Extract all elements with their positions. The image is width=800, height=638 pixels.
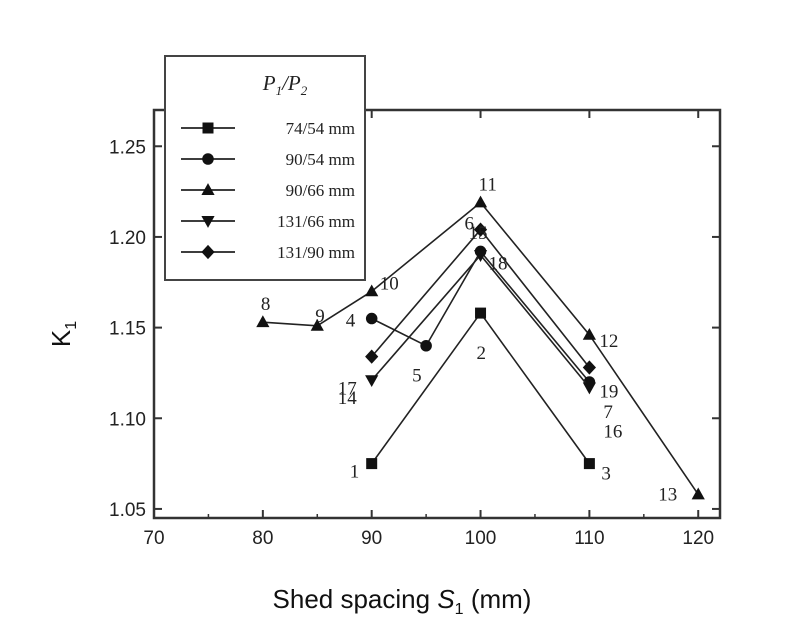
x-tick-label: 80 (252, 528, 273, 549)
series-line (371, 253, 591, 388)
x-axis-title: Shed spacing S1 (mm) (273, 584, 532, 618)
point-label: 12 (599, 331, 618, 352)
legend: P1/P2 74/54 mm 90/54 mm 90/66 mm 131/66 mm 1… (164, 55, 366, 281)
y-tick-label: 1.25 (109, 137, 146, 158)
legend-entry: 131/66 mm (181, 212, 355, 231)
legend-entries: 74/54 mm 90/54 mm 90/66 mm 131/66 mm 131/90 … (181, 119, 355, 262)
point-label: 18 (489, 254, 508, 275)
plot-frame (152, 108, 722, 520)
legend-label: 74/54 mm (286, 119, 355, 138)
y-axis-title: K1 (46, 321, 80, 347)
data-point (365, 284, 379, 297)
y-tick-label: 1.10 (109, 409, 146, 430)
legend-marker (202, 122, 214, 134)
legend-entry: 90/54 mm (181, 150, 355, 169)
point-label: 11 (479, 174, 497, 195)
data-point (310, 318, 324, 331)
y-tick-label: 1.20 (109, 228, 146, 249)
series-1 (366, 307, 595, 470)
legend-label: 90/54 mm (286, 150, 355, 169)
legend-entry: 131/90 mm (181, 243, 355, 262)
point-label: 13 (658, 484, 677, 505)
data-point (582, 360, 596, 375)
series-4 (365, 250, 596, 395)
data-point (475, 307, 487, 319)
data-point (365, 312, 378, 325)
point-label: 19 (599, 381, 618, 402)
point-label: 15 (469, 223, 488, 244)
legend-label: 90/66 mm (286, 181, 355, 200)
point-label: 1 (350, 462, 360, 483)
legend-marker (202, 153, 214, 165)
legend-entry: 74/54 mm (181, 119, 355, 138)
point-label: 14 (338, 388, 358, 409)
point-label: 6 (465, 213, 475, 234)
data-point (365, 349, 379, 364)
legend-marker (201, 183, 215, 195)
point-label: 9 (315, 306, 325, 327)
data-point (691, 487, 705, 500)
point-label: 4 (346, 311, 356, 332)
data-point (366, 458, 378, 470)
data-point (473, 250, 488, 262)
series-layer (256, 195, 705, 500)
series-2 (365, 245, 596, 388)
point-label: 17 (338, 379, 357, 400)
data-point (583, 458, 595, 470)
data-point (365, 375, 379, 388)
legend-label: 131/66 mm (277, 212, 355, 231)
legend-label: 131/90 mm (277, 243, 355, 262)
data-point (582, 327, 596, 340)
point-label: 7 (603, 402, 613, 423)
x-tick-label: 70 (143, 528, 164, 549)
data-point (473, 222, 488, 237)
series-5 (365, 222, 596, 375)
legend-marker (201, 216, 215, 228)
series-line (262, 201, 699, 495)
legend-box (164, 55, 366, 281)
point-label: 16 (603, 421, 622, 442)
data-point (256, 315, 270, 328)
data-point (582, 382, 596, 395)
legend-entry: 90/66 mm (181, 181, 355, 200)
legend-title: P1/P2 (262, 71, 308, 98)
data-point (473, 195, 488, 208)
y-tick-label: 1.05 (109, 500, 146, 521)
legend-marker (201, 244, 215, 260)
point-label: 3 (601, 464, 611, 485)
series-line (371, 250, 590, 383)
data-point (420, 339, 432, 352)
x-tick-label: 120 (682, 528, 714, 549)
x-tick-label: 110 (574, 528, 604, 549)
x-tick-label: 100 (465, 528, 497, 549)
x-tick-label: 90 (361, 528, 382, 549)
y-tick-label: 1.15 (109, 319, 146, 340)
series-3 (256, 195, 705, 500)
point-label: 8 (261, 294, 271, 315)
point-label: 5 (412, 366, 422, 387)
point-label: 10 (380, 273, 399, 294)
point-label: 2 (477, 343, 487, 364)
